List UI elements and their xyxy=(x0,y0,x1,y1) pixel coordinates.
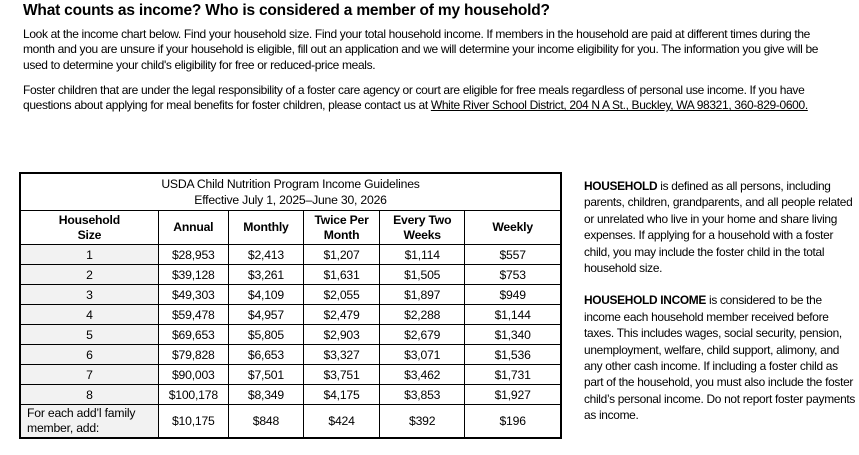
household-income-definition-text: is considered to be the income each hous… xyxy=(584,293,856,423)
definitions-panel: HOUSEHOLD is defined as all persons, inc… xyxy=(584,178,857,440)
income-value-cell: $753 xyxy=(464,264,562,285)
table-title-line1: USDA Child Nutrition Program Income Guid… xyxy=(161,176,420,191)
table-title-line2: Effective July 1, 2025–June 30, 2026 xyxy=(194,193,387,207)
column-header-every-two-weeks: Every Two Weeks xyxy=(379,210,466,245)
income-value-cell: $1,340 xyxy=(464,324,562,345)
household-size-cell: 5 xyxy=(19,324,159,345)
additional-member-row: For each add’l family member, add: $10,1… xyxy=(19,404,562,439)
income-value-cell: $4,109 xyxy=(227,284,305,305)
table-row: 7 $90,003 $7,501 $3,751 $3,462 $1,731 xyxy=(19,364,562,385)
household-term: HOUSEHOLD xyxy=(584,179,658,193)
household-size-cell: 6 xyxy=(19,344,159,365)
column-header-annual: Annual xyxy=(157,210,229,245)
income-value-cell: $1,731 xyxy=(464,364,562,385)
intro-paragraph-2: Foster children that are under the legal… xyxy=(23,83,843,114)
household-size-cell: 8 xyxy=(19,384,159,405)
income-value-cell: $424 xyxy=(302,404,381,439)
table-body: 1 $28,953 $2,413 $1,207 $1,114 $557 2 $39,128 $3… xyxy=(19,244,562,405)
table-title-cell: USDA Child Nutrition Program Income Guid… xyxy=(19,172,562,211)
income-value-cell: $5,805 xyxy=(227,324,305,345)
income-value-cell: $100,178 xyxy=(157,384,229,405)
income-value-cell: $2,288 xyxy=(379,304,466,325)
income-value-cell: $949 xyxy=(464,284,562,305)
income-value-cell: $2,903 xyxy=(302,324,381,345)
household-definition: HOUSEHOLD is defined as all persons, inc… xyxy=(584,178,857,276)
income-value-cell: $49,303 xyxy=(157,284,229,305)
column-header-monthly: Monthly xyxy=(227,210,305,245)
household-size-cell: 7 xyxy=(19,364,159,385)
income-value-cell: $1,114 xyxy=(379,244,466,265)
income-value-cell: $1,207 xyxy=(302,244,381,265)
column-header-weekly: Weekly xyxy=(464,210,562,245)
household-size-cell: 1 xyxy=(19,244,159,265)
income-value-cell: $4,175 xyxy=(302,384,381,405)
additional-member-label: For each add’l family member, add: xyxy=(19,404,159,439)
income-value-cell: $3,853 xyxy=(379,384,466,405)
income-value-cell: $10,175 xyxy=(157,404,229,439)
income-guidelines-table: USDA Child Nutrition Program Income Guid… xyxy=(19,172,562,439)
household-size-cell: 4 xyxy=(19,304,159,325)
income-value-cell: $2,413 xyxy=(227,244,305,265)
household-income-definition: HOUSEHOLD INCOME is considered to be the… xyxy=(584,292,857,423)
table-row: 2 $39,128 $3,261 $1,631 $1,505 $753 xyxy=(19,264,562,285)
income-value-cell: $6,653 xyxy=(227,344,305,365)
column-header-household-size: Household Size xyxy=(19,210,159,245)
table-row: 1 $28,953 $2,413 $1,207 $1,114 $557 xyxy=(19,244,562,265)
household-size-cell: 3 xyxy=(19,284,159,305)
income-value-cell: $3,462 xyxy=(379,364,466,385)
intro-paragraph-2-text: Foster children that are under the legal… xyxy=(23,83,805,113)
table-row: 3 $49,303 $4,109 $2,055 $1,897 $949 xyxy=(19,284,562,305)
household-definition-text: is defined as all persons, including par… xyxy=(584,179,853,276)
table-header-row: Household Size Annual Monthly Twice Per … xyxy=(19,210,562,245)
income-value-cell: $3,327 xyxy=(302,344,381,365)
income-value-cell: $8,349 xyxy=(227,384,305,405)
contact-link[interactable]: White River School District, 204 N A St.… xyxy=(430,98,808,113)
income-value-cell: $3,261 xyxy=(227,264,305,285)
income-value-cell: $2,055 xyxy=(302,284,381,305)
income-value-cell: $1,144 xyxy=(464,304,562,325)
income-value-cell: $2,679 xyxy=(379,324,466,345)
income-value-cell: $90,003 xyxy=(157,364,229,385)
income-value-cell: $1,927 xyxy=(464,384,562,405)
intro-paragraph-1: Look at the income chart below. Find you… xyxy=(23,27,819,72)
table-row: 8 $100,178 $8,349 $4,175 $3,853 $1,927 xyxy=(19,384,562,405)
table-row: 4 $59,478 $4,957 $2,479 $2,288 $1,144 xyxy=(19,304,562,325)
income-value-cell: $196 xyxy=(464,404,562,439)
income-value-cell: $1,897 xyxy=(379,284,466,305)
table-row: 5 $69,653 $5,805 $2,903 $2,679 $1,340 xyxy=(19,324,562,345)
income-value-cell: $2,479 xyxy=(302,304,381,325)
income-value-cell: $3,071 xyxy=(379,344,466,365)
household-income-term: HOUSEHOLD INCOME xyxy=(584,293,707,308)
column-header-twice-per-month: Twice Per Month xyxy=(302,210,381,245)
income-value-cell: $59,478 xyxy=(157,304,229,325)
income-value-cell: $392 xyxy=(379,404,466,439)
income-value-cell: $7,501 xyxy=(227,364,305,385)
income-value-cell: $1,631 xyxy=(302,264,381,285)
income-value-cell: $1,536 xyxy=(464,344,562,365)
income-value-cell: $39,128 xyxy=(157,264,229,285)
income-value-cell: $848 xyxy=(227,404,305,439)
income-value-cell: $4,957 xyxy=(227,304,305,325)
income-value-cell: $28,953 xyxy=(157,244,229,265)
income-value-cell: $69,653 xyxy=(157,324,229,345)
income-value-cell: $557 xyxy=(464,244,562,265)
income-value-cell: $1,505 xyxy=(379,264,466,285)
page-title: What counts as income? Who is considered… xyxy=(23,2,550,19)
income-value-cell: $79,828 xyxy=(157,344,229,365)
income-value-cell: $3,751 xyxy=(302,364,381,385)
table-row: 6 $79,828 $6,653 $3,327 $3,071 $1,536 xyxy=(19,344,562,365)
table-title-row: USDA Child Nutrition Program Income Guid… xyxy=(19,172,562,211)
household-size-cell: 2 xyxy=(19,264,159,285)
